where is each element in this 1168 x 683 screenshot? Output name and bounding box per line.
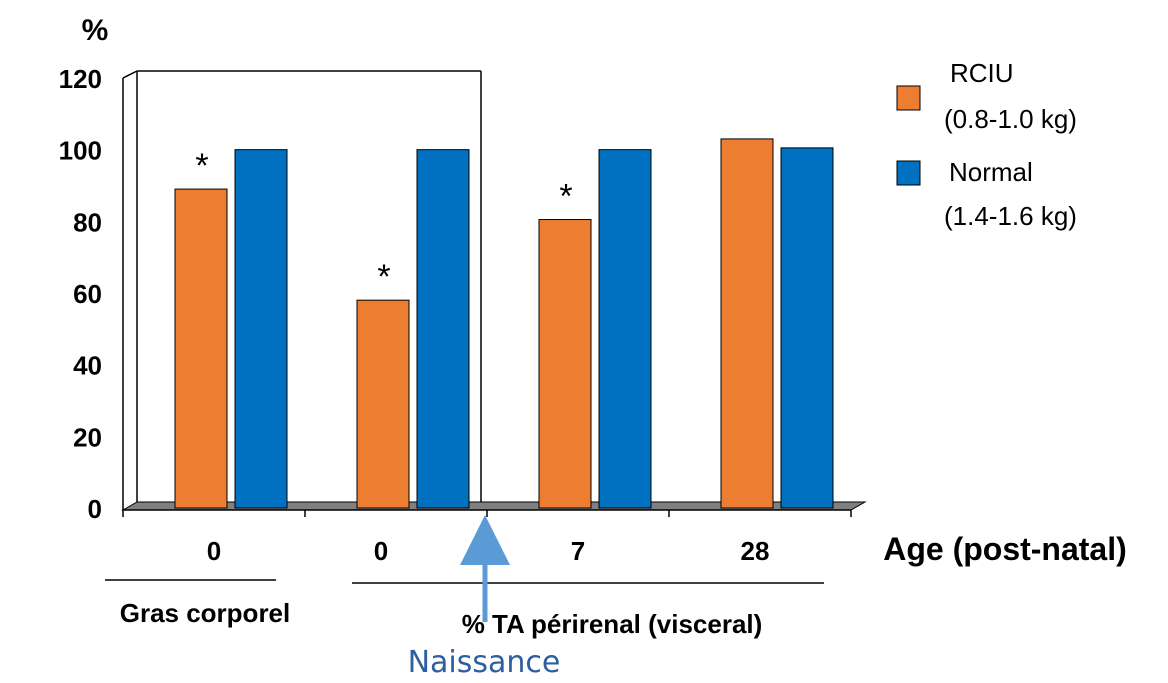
legend-sublabel-rciu: (0.8-1.0 kg)	[944, 104, 1077, 134]
significance-mark-0: *	[195, 147, 208, 185]
y-tick-label-100: 100	[59, 136, 102, 166]
legend-label-rciu: RCIU	[950, 58, 1014, 88]
x-tick-label-0: 0	[207, 536, 221, 566]
legend-swatch-normal	[896, 160, 921, 186]
bar-rciu-2	[538, 219, 592, 509]
y-axis-label: %	[82, 14, 109, 47]
x-tick-label-2: 7	[571, 536, 585, 566]
bar-rciu-3	[720, 138, 774, 509]
significance-mark-2: *	[559, 178, 572, 216]
significance-mark-1: *	[377, 258, 390, 296]
bar-normal-1	[416, 149, 470, 509]
x-axis-ticks	[122, 510, 852, 517]
birth-annotation: Naissance	[408, 645, 561, 680]
legend: RCIU (0.8-1.0 kg) Normal (1.4-1.6 kg)	[896, 58, 1077, 231]
legend-label-normal: Normal	[949, 157, 1033, 187]
group-label-gras-corporel: Gras corporel	[120, 598, 291, 628]
y-tick-label-0: 0	[88, 494, 102, 524]
legend-sublabel-normal: (1.4-1.6 kg)	[944, 201, 1077, 231]
bar-rciu-0	[174, 188, 228, 509]
x-axis-label: Age (post-natal)	[883, 531, 1127, 567]
y-tick-label-80: 80	[73, 207, 102, 237]
y-tick-label-120: 120	[59, 64, 102, 94]
y-tick-labels: 0 20 40 60 80 100 120	[59, 64, 102, 524]
significance-marks: * * *	[195, 147, 572, 296]
bar-normal-3	[780, 147, 834, 509]
bar-normal-0	[234, 149, 288, 509]
y-tick-label-60: 60	[73, 279, 102, 309]
y-tick-label-20: 20	[73, 422, 102, 452]
x-tick-labels: 0 0 7 28	[207, 536, 770, 566]
group-label-ta-perirenal: % TA périrenal (visceral)	[462, 609, 763, 639]
bar-rciu-1	[356, 299, 410, 509]
bars	[174, 138, 834, 509]
x-tick-label-3: 28	[741, 536, 770, 566]
legend-swatch-rciu	[896, 85, 921, 111]
bar-normal-2	[598, 149, 652, 509]
y-tick-label-40: 40	[73, 351, 102, 381]
x-tick-label-1: 0	[374, 536, 388, 566]
depth-top-edge	[122, 70, 138, 79]
